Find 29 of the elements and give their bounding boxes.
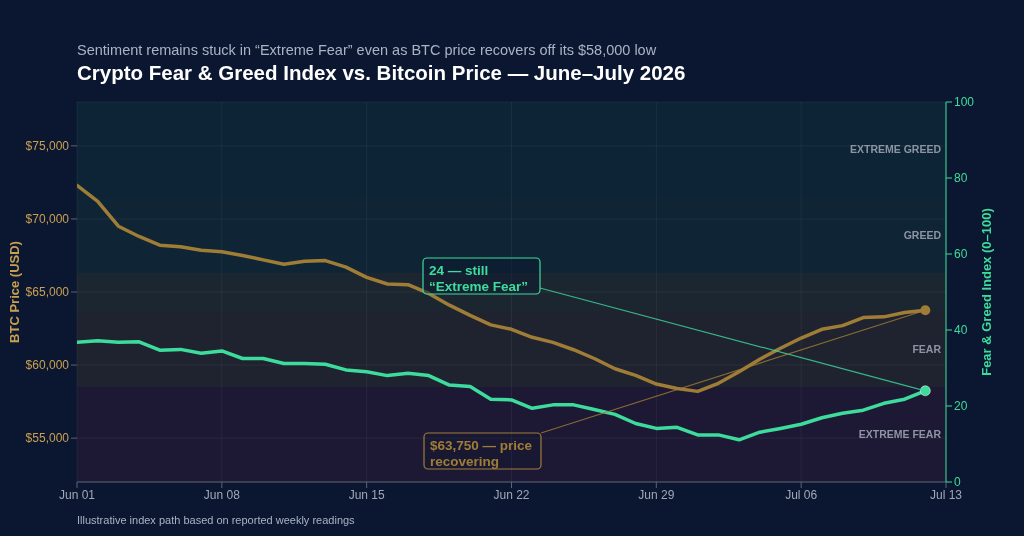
x-tick-label: Jun 01 — [58, 487, 96, 502]
x-tick-label: Jun 29 — [638, 487, 675, 502]
band-label: GREED — [903, 228, 942, 241]
y-tick-label: $65,000 — [25, 285, 70, 300]
y-tick-label: $60,000 — [25, 358, 70, 373]
y-axis-title: BTC Price (USD) — [6, 241, 22, 343]
annotation: $63,750 — price recovering — [430, 438, 533, 469]
band-label: EXTREME FEAR — [858, 428, 942, 441]
y-tick-label: $75,000 — [25, 139, 70, 154]
annotation: 24 — still “Extreme Fear” — [429, 263, 529, 294]
chart-subtitle: Sentiment remains stuck in “Extreme Fear” even as BTC price recovers off its $58,000 low — [77, 42, 657, 58]
y-tick-label: $55,000 — [25, 431, 70, 446]
y2-tick-label: 80 — [954, 171, 968, 186]
y-tick-label: $70,000 — [25, 212, 70, 227]
x-tick-label: Jun 08 — [203, 487, 241, 502]
text: Illustrative index path based on reported weekly readings — [77, 514, 355, 526]
x-tick-label: Jun 15 — [348, 487, 386, 502]
y2-tick-label: 40 — [954, 323, 968, 338]
y2-tick-label: 20 — [954, 399, 968, 414]
x-tick-label: Jul 06 — [785, 487, 818, 502]
y2-tick-label: 0 — [954, 475, 961, 490]
x-tick-label: Jun 22 — [493, 487, 530, 502]
y2-tick-label: 100 — [954, 95, 975, 110]
band-label: FEAR — [912, 342, 942, 355]
chart-title: Crypto Fear & Greed Index vs. Bitcoin Price — June–July 2026 — [77, 61, 686, 85]
band-label: EXTREME GREED — [849, 143, 942, 156]
y2-axis-title: Fear & Greed Index (0–100) — [978, 208, 994, 376]
y2-tick-label: 60 — [954, 247, 968, 262]
x-tick-label: Jul 13 — [929, 487, 963, 502]
